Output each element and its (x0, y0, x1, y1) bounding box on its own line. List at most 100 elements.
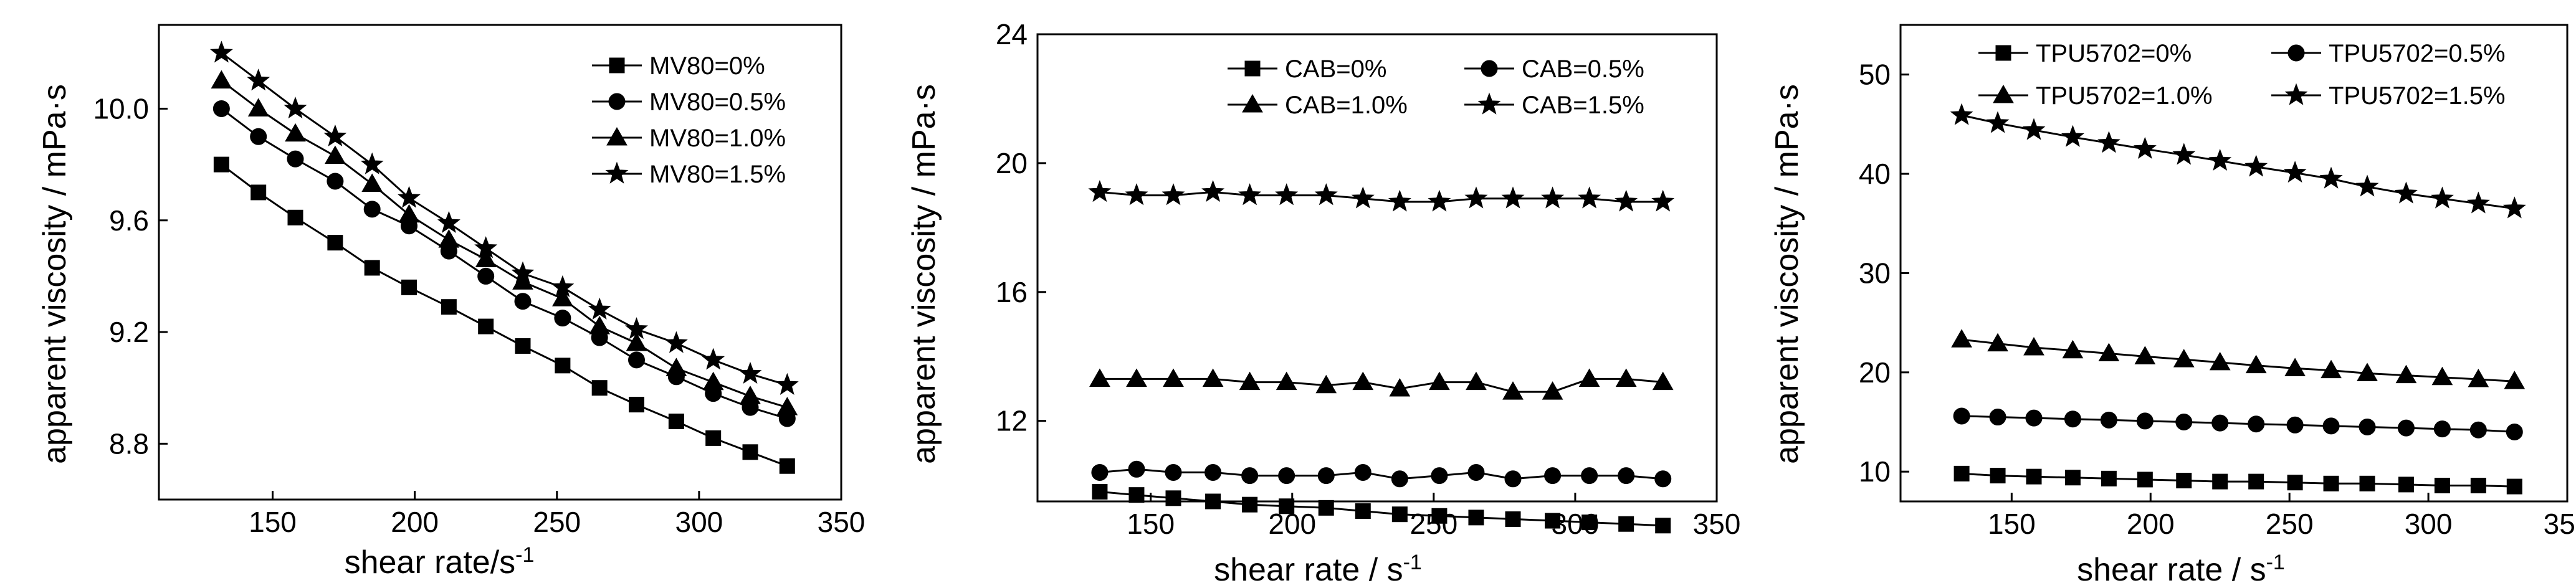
data-point (475, 249, 497, 268)
data-point (212, 100, 230, 117)
data-point (2211, 414, 2229, 432)
x-tick-label: 350 (2544, 508, 2576, 540)
series-line (1962, 415, 2515, 433)
data-point (1126, 368, 1147, 387)
legend-marker (1477, 92, 1501, 115)
y-axis-title: apparent viscosity / mPa·s (1769, 84, 1805, 464)
data-point (2468, 368, 2489, 387)
data-point (2322, 417, 2340, 435)
data-point (2357, 363, 2378, 381)
data-point (625, 317, 648, 339)
data-point (1128, 487, 1145, 503)
data-point (2133, 136, 2157, 159)
data-point (327, 173, 344, 190)
data-point (1314, 183, 1338, 206)
data-point (1468, 510, 1484, 526)
data-point (360, 152, 384, 174)
legend-label: TPU5702=0% (2036, 40, 2192, 67)
chart-mv80: apparent viscosity / mPa·s shear rate/s-… (37, 24, 865, 581)
data-point (2248, 415, 2265, 433)
data-point (1165, 490, 1181, 506)
series-triangle (1951, 329, 2526, 389)
data-point (2394, 181, 2418, 204)
series-line (221, 108, 788, 420)
x-tick-label: 300 (2405, 508, 2453, 540)
data-point (2470, 478, 2486, 493)
data-point (1654, 470, 1672, 488)
data-point (779, 458, 795, 474)
data-point (551, 275, 575, 298)
data-point (2136, 412, 2154, 430)
data-point (287, 150, 304, 168)
data-point (555, 358, 571, 374)
data-point (554, 310, 571, 327)
x-tick-label: 150 (1988, 508, 2036, 540)
data-point (1950, 103, 1973, 125)
data-point (1467, 463, 1485, 481)
data-point (2026, 468, 2042, 485)
data-point (1205, 493, 1221, 510)
data-point (2172, 143, 2196, 165)
legend-entry: MV80=0.5% (592, 88, 786, 116)
data-point (2025, 409, 2043, 427)
data-point (1389, 377, 1411, 397)
data-point (438, 229, 460, 248)
legend-marker (1242, 93, 1263, 113)
x-tick-label: 150 (249, 506, 297, 538)
data-point (2323, 475, 2339, 491)
data-point (1581, 514, 1598, 531)
data-point (2098, 343, 2120, 362)
data-point (1504, 470, 1522, 488)
data-point (2431, 366, 2453, 386)
series-circle (1953, 407, 2523, 440)
legend-marker (1993, 84, 2014, 103)
data-point (441, 299, 457, 315)
y-tick-label: 30 (1859, 257, 1891, 289)
data-point (1128, 460, 1145, 478)
data-point (1238, 183, 1262, 206)
chart-cab: apparent viscosity / mPa·s shear rate / … (906, 18, 1740, 588)
data-point (2398, 477, 2414, 493)
data-point (1317, 467, 1335, 485)
legend-entry: MV80=1.5% (592, 161, 786, 188)
data-point (1276, 371, 1297, 391)
y-tick-label: 10.0 (93, 92, 149, 125)
y-tick-label: 24 (996, 18, 1028, 50)
data-point (1318, 500, 1334, 516)
legend-marker (605, 161, 629, 184)
legend-marker (1995, 45, 2011, 61)
data-point (1278, 467, 1295, 485)
data-point (437, 211, 460, 233)
data-point (1242, 496, 1258, 513)
series-triangle (1089, 368, 1674, 400)
y-tick-label: 40 (1859, 158, 1891, 190)
data-point (2212, 473, 2228, 490)
data-point (361, 173, 383, 192)
legend-entry: TPU5702=0% (1978, 40, 2192, 67)
legend-marker (606, 126, 627, 146)
data-point (1162, 183, 1185, 206)
data-point (702, 348, 725, 370)
data-point (1241, 467, 1259, 485)
plot-frame (1036, 33, 1718, 503)
data-point (2023, 336, 2044, 356)
data-point (628, 351, 645, 369)
x-axis-title-superscript: -1 (515, 543, 534, 567)
data-point (552, 288, 573, 306)
data-point (1578, 186, 1601, 209)
x-axis-title-text: shear rate/s (345, 544, 516, 581)
x-tick-label: 150 (1127, 508, 1175, 540)
data-point (2061, 125, 2084, 147)
data-point (1545, 513, 1561, 529)
data-point (2100, 411, 2117, 429)
data-point (1542, 381, 1563, 400)
x-tick-label: 350 (1693, 508, 1741, 540)
legend-entry: MV80=0% (592, 52, 765, 80)
data-point (2064, 470, 2081, 486)
data-point (2134, 346, 2156, 364)
data-point (1431, 508, 1448, 524)
data-point (1615, 189, 1638, 212)
data-point (1615, 368, 1637, 387)
data-point (2208, 148, 2232, 171)
